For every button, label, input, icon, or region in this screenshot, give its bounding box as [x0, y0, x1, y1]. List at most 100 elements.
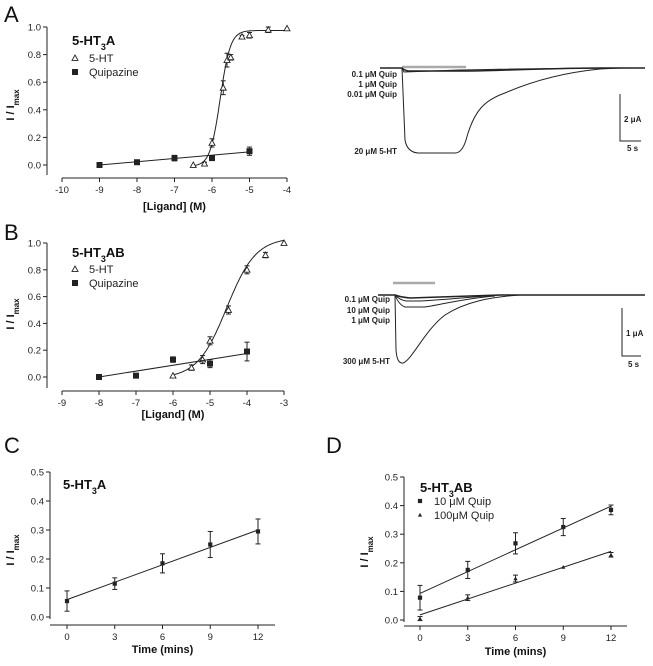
- x-axis-label: Time (mins): [132, 644, 194, 656]
- data-point-1: [171, 155, 178, 162]
- data-point-0: [417, 595, 423, 600]
- y-axis-label-main: I / I: [359, 552, 371, 567]
- x-tick-label: -10: [55, 185, 69, 196]
- y-tick-label: 0.0: [28, 161, 41, 172]
- fit-line-1: [419, 550, 612, 616]
- x-axis-label: Time (mins): [485, 646, 547, 658]
- data-point-0: [64, 598, 70, 604]
- chart-title-suffix: A: [97, 477, 107, 492]
- data-point-1: [134, 159, 140, 166]
- chart-title: 5-HT3AB: [420, 480, 473, 499]
- chart-d-time-course: 0.0 0.1 0.2 0.3 0.4 0.5 0 3 6 9 12 Time (mins) I / I…: [359, 473, 627, 658]
- data-point-0: [189, 161, 198, 168]
- data-point-0: [200, 159, 209, 167]
- x-tick-label: -7: [170, 185, 178, 196]
- data-point-0: [206, 336, 214, 344]
- fit-line-1: [98, 353, 248, 378]
- x-tick-label: -9: [58, 398, 66, 409]
- chart-title: 5-HT3A: [63, 477, 107, 496]
- legend-marker-0: [71, 265, 79, 272]
- data-point-1: [170, 356, 176, 363]
- trace-quip-b-3: [394, 294, 496, 308]
- y-tick-label: 1.0: [28, 239, 41, 250]
- x-tick-label: 6: [160, 632, 165, 643]
- y-tick-label: 0.1: [31, 584, 44, 595]
- x-tick-label: -4: [283, 185, 291, 196]
- data-point-1: [96, 162, 103, 168]
- panel-letter-a: A: [4, 2, 19, 27]
- chart-title-main: 5-HT: [420, 480, 449, 495]
- data-point-1: [244, 348, 250, 355]
- legend-marker-1: [72, 280, 78, 286]
- x-tick-label: -4: [243, 398, 251, 409]
- y-tick-label: 0.2: [385, 558, 398, 569]
- scale-current-b: 1 μA: [626, 329, 644, 338]
- y-axis-label: I / Imax: [359, 536, 375, 568]
- chart-title: 5-HT3A: [72, 33, 116, 52]
- chart-title-main: 5-HT: [72, 33, 101, 48]
- y-tick-label: 0.0: [385, 616, 398, 627]
- data-point-0: [112, 581, 117, 586]
- data-point-1: [561, 564, 566, 569]
- data-point-0: [261, 251, 270, 258]
- y-tick-label: 0.6: [28, 292, 41, 303]
- y-axis-label-main: I / I: [5, 314, 17, 329]
- y-tick-label: 0.3: [31, 526, 44, 537]
- trace-label-b-0: 0.1 μM Quip: [345, 295, 390, 304]
- y-axis-label: I / Imax: [5, 534, 21, 566]
- chart-title-main: 5-HT: [72, 245, 101, 260]
- y-axis-label: I / Imax: [5, 89, 21, 121]
- legend-label-0: 5-HT: [89, 264, 114, 276]
- y-axis-label-sub: max: [12, 89, 21, 106]
- legend-label-1: Quipazine: [89, 67, 139, 79]
- y-tick-label: 0.4: [28, 105, 41, 116]
- chart-title-sub: 3: [449, 489, 454, 499]
- x-tick-label: 0: [64, 632, 69, 643]
- data-point-0: [208, 542, 213, 547]
- data-point-0: [264, 25, 273, 33]
- data-point-0: [245, 31, 254, 39]
- data-point-0: [208, 138, 216, 146]
- trace-label-b-1: 10 μM Quip: [347, 306, 390, 315]
- data-point-0: [280, 239, 288, 246]
- data-point-1: [96, 374, 102, 380]
- data-point-0: [224, 306, 233, 313]
- legend-marker-0: [71, 54, 79, 61]
- y-tick-label: 0.8: [28, 50, 41, 61]
- data-point-1: [513, 576, 518, 581]
- fit-curve-0: [193, 30, 287, 167]
- trace-label-a-2: 0.01 μM Quip: [347, 90, 397, 99]
- data-point-1: [246, 148, 253, 155]
- legend-marker-1: [417, 512, 423, 517]
- x-tick-label: -8: [95, 398, 103, 409]
- y-tick-label: 0.4: [31, 497, 44, 508]
- data-point-1: [465, 595, 470, 600]
- y-tick-label: 0.4: [28, 319, 41, 330]
- panel-letter-d: D: [326, 433, 342, 458]
- x-tick-label: -9: [95, 185, 103, 196]
- chart-title-sub: 3: [101, 42, 106, 52]
- y-tick-label: 0.1: [385, 587, 398, 598]
- data-point-0: [160, 561, 165, 566]
- traces-b: 0.1 μM Quip 10 μM Quip 1 μM Quip 300 μM …: [343, 281, 645, 369]
- data-point-0: [226, 53, 235, 61]
- legend-label-0: 5-HT: [89, 53, 114, 65]
- data-point-1: [209, 155, 215, 162]
- data-point-0: [255, 529, 261, 534]
- panel-letter-b: B: [4, 220, 19, 245]
- legend-marker-0: [417, 498, 423, 504]
- trace-quip-b-1: [378, 294, 645, 299]
- data-point-0: [608, 507, 614, 512]
- y-tick-label: 0.4: [385, 501, 398, 512]
- panel-letter-c: C: [4, 433, 20, 458]
- x-tick-label: 9: [561, 633, 566, 644]
- data-point-1: [207, 360, 213, 367]
- data-point-0: [465, 567, 470, 573]
- legend-label-0: 10 μM Quip: [434, 496, 491, 508]
- x-tick-label: 9: [208, 632, 213, 643]
- chart-title: 5-HT3AB: [72, 245, 125, 264]
- chart-b-dose-response: 0.0 0.2 0.4 0.6 0.8 1.0 -9 -8 -7 -6 -5 -4 -3 [Ligand]…: [5, 239, 288, 422]
- trace-5ht-b: [394, 294, 521, 364]
- data-point-0: [187, 363, 196, 371]
